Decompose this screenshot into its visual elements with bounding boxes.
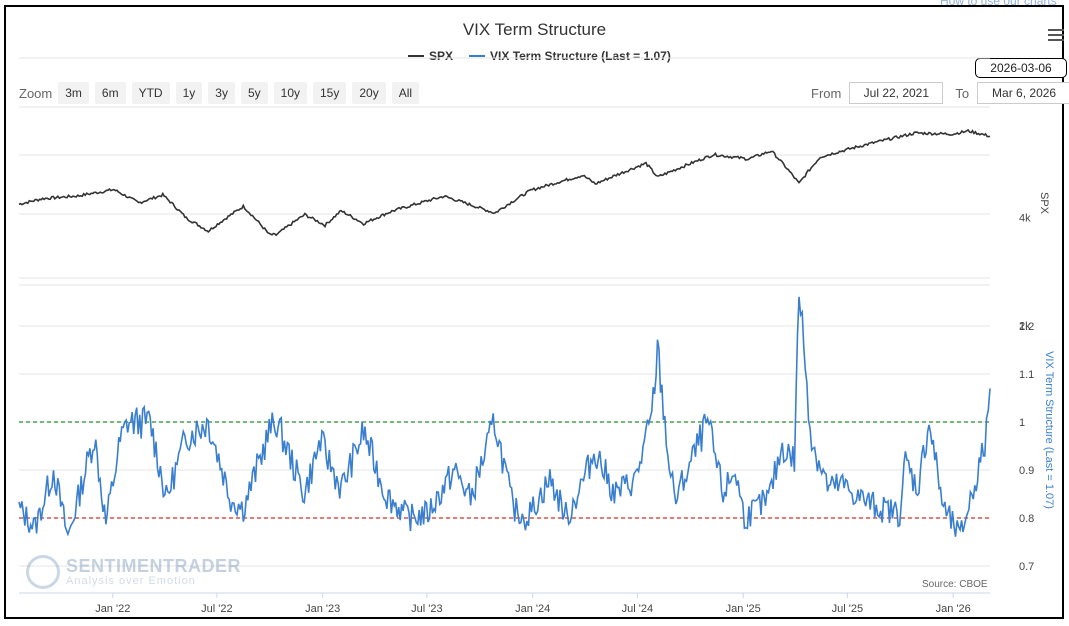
to-label: To xyxy=(955,85,970,101)
vix-tick-label: 0.7 xyxy=(1019,561,1034,573)
from-date-input[interactable] xyxy=(849,82,944,104)
menu-bar-2 xyxy=(1048,34,1064,36)
watermark-text: SENTIMENTRADER Analysis over Emotion xyxy=(66,557,241,587)
help-link[interactable]: How to use our charts xyxy=(940,0,1057,8)
date-range-selector: From To xyxy=(811,82,1069,104)
x-tick-label: Jul '25 xyxy=(832,603,863,615)
x-tick-label: Jul '23 xyxy=(411,603,442,615)
zoom-label: Zoom xyxy=(19,85,53,101)
legend-swatch-vix-term-structure xyxy=(469,55,486,57)
x-tick-label: Jan '26 xyxy=(936,603,971,615)
zoom-bar: Zoom 3m 6m YTD 1y 3y 5y 10y 15y 20y All xyxy=(19,82,425,104)
legend-label-vix-term-structure: VIX Term Structure (Last = 1.07) xyxy=(490,49,671,63)
vix-tick-label: 0.8 xyxy=(1019,513,1034,525)
menu-bar-3 xyxy=(1048,39,1064,41)
zoom-button-3m[interactable]: 3m xyxy=(58,82,89,104)
grid-layer xyxy=(19,57,990,598)
legend-label-spx: SPX xyxy=(429,49,454,63)
legend-swatch-spx xyxy=(408,55,424,57)
legend-item-vix-term-structure[interactable]: VIX Term Structure (Last = 1.07) xyxy=(469,49,671,63)
zoom-button-6m[interactable]: 6m xyxy=(94,82,126,104)
menu-bar-1 xyxy=(1048,29,1064,31)
vix-tick-label: 1 xyxy=(1019,417,1025,429)
chart-title: VIX Term Structure xyxy=(462,20,607,39)
zoom-button-3y[interactable]: 3y xyxy=(208,82,235,104)
watermark-logo-icon xyxy=(26,555,60,589)
zoom-button-20y[interactable]: 20y xyxy=(352,82,386,104)
zoom-button-15y[interactable]: 15y xyxy=(313,82,347,104)
x-tick-label: Jan '22 xyxy=(95,603,130,615)
vix-tick-label: 1.2 xyxy=(1019,321,1034,333)
vix-term-structure-line xyxy=(18,296,991,537)
vix-tick-label: 0.9 xyxy=(1019,465,1034,477)
source-credit: Source: CBOE xyxy=(922,579,988,590)
date-badge: 2026-03-06 xyxy=(975,58,1067,78)
reference-lines xyxy=(19,421,990,519)
axis-labels: 4k 2k SPX 1.2 1.1 1 0.9 0.8 0.7 VIX Term Structur… xyxy=(95,192,1055,615)
x-tick-label: Jan '25 xyxy=(726,603,761,615)
hamburger-menu-icon[interactable] xyxy=(1048,26,1064,42)
legend: SPX VIX Term Structure (Last = 1.07) xyxy=(408,49,687,63)
vix-tick-label: 1.1 xyxy=(1019,369,1034,381)
zoom-button-5y[interactable]: 5y xyxy=(240,82,268,104)
zoom-button-10y[interactable]: 10y xyxy=(273,82,307,104)
watermark-brand: SENTIMENTRADER xyxy=(66,556,242,576)
spx-axis-title: SPX xyxy=(1038,192,1050,215)
from-label: From xyxy=(811,85,842,101)
to-date-input[interactable] xyxy=(977,82,1069,104)
spx-line xyxy=(18,128,991,237)
x-tick-label: Jul '24 xyxy=(622,603,653,615)
zoom-button-ytd[interactable]: YTD xyxy=(131,82,170,104)
zoom-button-all[interactable]: All xyxy=(391,82,420,104)
legend-item-spx[interactable]: SPX xyxy=(408,49,453,63)
x-tick-label: Jan '24 xyxy=(515,603,550,615)
x-tick-label: Jan '23 xyxy=(305,603,340,615)
x-tick-label: Jul '22 xyxy=(201,603,232,615)
vix-axis-title: VIX Term Structure (Last = 1.07) xyxy=(1043,351,1055,509)
series-layer xyxy=(18,128,991,537)
zoom-button-1y[interactable]: 1y xyxy=(175,82,203,104)
spx-tick-label: 4k xyxy=(1019,213,1031,225)
watermark: SENTIMENTRADER Analysis over Emotion xyxy=(26,555,241,589)
watermark-tagline: Analysis over Emotion xyxy=(66,575,196,587)
spx-tick-label: 2k xyxy=(1019,321,1031,333)
